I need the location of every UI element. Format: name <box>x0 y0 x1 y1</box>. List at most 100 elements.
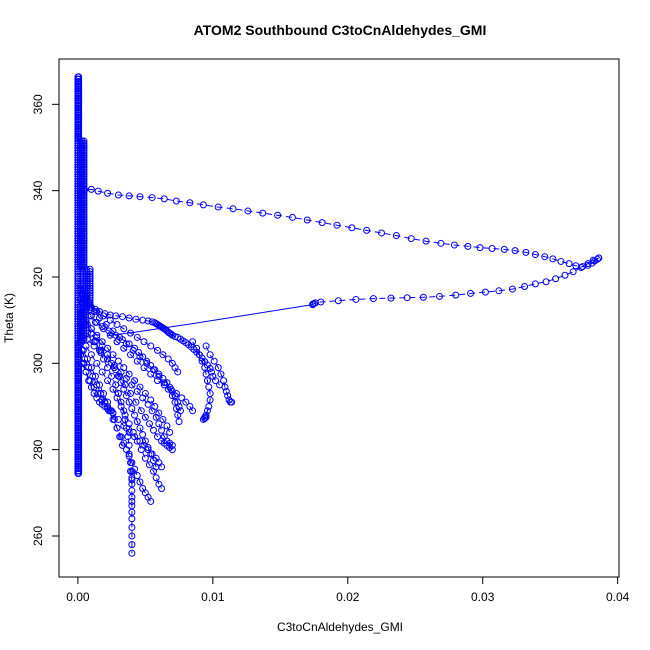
data-point <box>125 192 133 200</box>
data-point <box>131 465 139 473</box>
data-point <box>552 275 560 283</box>
data-point <box>174 398 182 406</box>
data-point <box>116 433 124 441</box>
data-point <box>168 446 176 454</box>
data-point <box>83 336 91 344</box>
data-point <box>109 385 117 393</box>
data-point <box>521 282 529 290</box>
data-point <box>303 216 311 224</box>
data-point <box>464 242 472 250</box>
data-point <box>159 415 167 423</box>
data-point <box>113 424 121 432</box>
data-point <box>193 344 201 352</box>
data-point <box>569 268 577 276</box>
data-point <box>222 387 230 395</box>
data-point <box>118 313 126 321</box>
data-point <box>210 357 218 365</box>
data-point <box>172 405 180 413</box>
data-point <box>100 312 108 320</box>
data-point <box>110 364 118 372</box>
data-point <box>369 295 377 303</box>
data-point <box>147 497 155 505</box>
series-branch-14 <box>78 329 176 449</box>
data-point <box>154 433 162 441</box>
data-point <box>104 355 112 363</box>
y-tick-label: 260 <box>31 526 45 546</box>
data-point <box>348 224 356 232</box>
data-point <box>98 338 106 346</box>
data-point <box>158 426 166 434</box>
data-point <box>147 342 155 350</box>
data-point <box>128 405 136 413</box>
data-point <box>74 73 82 81</box>
data-point <box>206 396 214 404</box>
data-point <box>120 422 128 430</box>
data-point <box>198 357 206 365</box>
data-point <box>145 420 153 428</box>
data-point <box>318 219 326 227</box>
data-point <box>172 390 180 398</box>
data-point <box>141 437 149 445</box>
data-point <box>141 454 149 462</box>
data-point <box>172 197 180 205</box>
data-point <box>128 523 136 531</box>
data-point <box>93 308 101 316</box>
data-point <box>128 549 136 557</box>
series-line <box>80 341 123 446</box>
data-point <box>128 515 136 523</box>
data-point <box>137 407 145 415</box>
data-point <box>155 420 163 428</box>
data-point <box>164 355 172 363</box>
data-point <box>125 428 133 436</box>
data-point <box>212 377 220 385</box>
data-point <box>118 441 126 449</box>
data-point <box>133 333 141 341</box>
data-point <box>77 351 85 359</box>
data-point <box>82 368 90 376</box>
series-line <box>81 294 179 373</box>
data-point <box>589 256 597 264</box>
data-point <box>77 286 85 294</box>
data-point <box>158 463 166 471</box>
plot-area <box>74 73 603 557</box>
data-point <box>121 411 129 419</box>
data-point <box>100 390 108 398</box>
data-point <box>86 282 94 290</box>
data-point <box>452 291 460 299</box>
data-point <box>133 387 141 395</box>
data-point <box>87 312 95 320</box>
data-point <box>128 493 136 501</box>
data-point <box>78 320 86 328</box>
data-point <box>202 342 210 350</box>
chart-title: ATOM2 Southbound C3toCnAldehydes_GMI <box>194 22 487 38</box>
data-point <box>128 541 136 549</box>
data-point <box>139 431 147 439</box>
series-line <box>81 302 194 412</box>
data-point <box>495 287 503 295</box>
data-point <box>77 191 85 199</box>
data-point <box>87 325 95 333</box>
data-point <box>121 381 129 389</box>
data-point <box>140 364 148 372</box>
data-point <box>387 294 395 302</box>
data-point <box>476 244 484 252</box>
data-point <box>144 317 152 325</box>
data-point <box>136 478 144 486</box>
data-point <box>110 361 118 369</box>
series-line <box>81 311 157 468</box>
data-point <box>113 320 121 328</box>
data-point <box>109 409 117 417</box>
data-point <box>178 394 186 402</box>
data-point <box>86 289 94 297</box>
data-point <box>100 355 108 363</box>
data-point <box>148 450 156 458</box>
data-point <box>86 272 94 280</box>
series-line <box>81 337 163 489</box>
data-point <box>136 424 144 432</box>
data-point <box>91 372 99 380</box>
data-point <box>206 351 214 359</box>
series-branch-18 <box>202 342 236 406</box>
data-point <box>93 318 101 326</box>
data-point <box>114 415 122 423</box>
data-point <box>127 351 135 359</box>
